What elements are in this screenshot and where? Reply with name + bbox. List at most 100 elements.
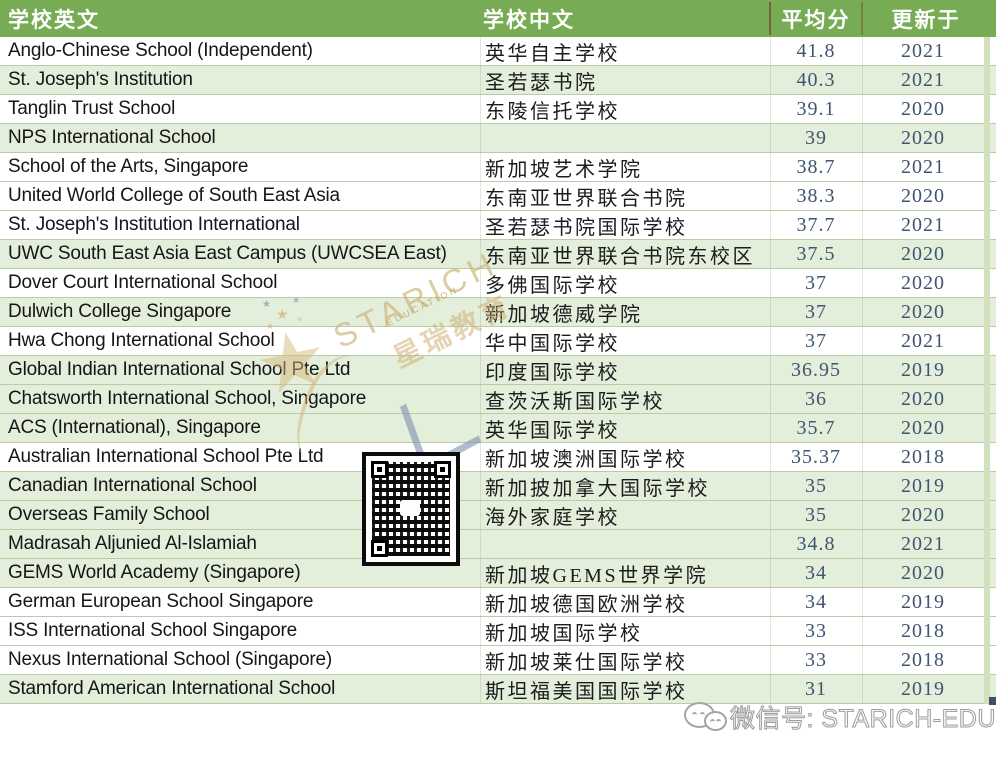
right-edge-strip (984, 587, 990, 617)
column-header-school-zh: 学校中文 (483, 7, 575, 32)
right-edge-strip (984, 500, 990, 530)
cell-updated-year: 2020 (901, 561, 945, 584)
table-row: ACS (International), Singapore 英华国际学校 35… (0, 413, 996, 443)
cell-school-zh: 新加坡莱仕国际学校 (485, 651, 688, 674)
table-row: Global Indian International School Pte L… (0, 355, 996, 385)
header-divider (769, 2, 771, 35)
cell-updated-year: 2019 (901, 474, 945, 497)
table-corner-mark (989, 697, 996, 705)
right-edge-strip (984, 616, 990, 646)
right-edge-strip (984, 181, 990, 211)
cell-avg-score: 36.95 (791, 358, 841, 381)
qr-finder-icon (371, 540, 388, 557)
cell-school-en: Hwa Chong International School (8, 330, 275, 351)
right-edge-strip (984, 326, 990, 356)
header-divider (861, 2, 863, 35)
table-row: Canadian International School 新加披加拿大国际学校… (0, 471, 996, 501)
cell-school-en: UWC South East Asia East Campus (UWCSEA … (8, 243, 447, 264)
table-row: Anglo-Chinese School (Independent) 英华自主学… (0, 36, 996, 66)
cell-avg-score: 34 (805, 561, 827, 584)
right-edge-strip (984, 413, 990, 443)
cell-avg-score: 33 (805, 619, 827, 642)
right-edge-strip (984, 94, 990, 124)
table-row: German European School Singapore 新加坡德国欧洲… (0, 587, 996, 617)
cell-avg-score: 37 (805, 271, 827, 294)
cell-avg-score: 31 (805, 677, 827, 700)
cell-school-en: GEMS World Academy (Singapore) (8, 562, 301, 583)
cell-avg-score: 39 (805, 126, 827, 149)
qr-finder-icon (434, 461, 451, 478)
cell-avg-score: 38.3 (796, 184, 836, 207)
chat-bubble-icon (704, 711, 727, 731)
column-gridline (770, 37, 771, 704)
cell-school-zh: 圣若瑟书院国际学校 (485, 216, 688, 239)
cell-school-zh: 东南亚世界联合书院东校区 (485, 245, 755, 268)
table-row: Tanglin Trust School 东陵信托学校 39.1 2020 (0, 94, 996, 124)
cell-school-en: ISS International School Singapore (8, 620, 297, 641)
cell-updated-year: 2018 (901, 619, 945, 642)
cell-avg-score: 35.7 (796, 416, 836, 439)
table-row: Dover Court International School 多佛国际学校 … (0, 268, 996, 298)
cell-school-en: St. Joseph's Institution (8, 69, 193, 90)
cell-school-zh: 东陵信托学校 (485, 100, 620, 123)
table-row: Chatsworth International School, Singapo… (0, 384, 996, 414)
cell-school-en: ACS (International), Singapore (8, 417, 261, 438)
cell-avg-score: 35.37 (791, 445, 841, 468)
cell-avg-score: 34 (805, 590, 827, 613)
cell-school-zh: 海外家庭学校 (485, 506, 620, 529)
right-edge-strip (984, 355, 990, 385)
cell-updated-year: 2019 (901, 677, 945, 700)
column-header-avg-score: 平均分 (781, 7, 851, 32)
wechat-footer: 微信号: STARICH-EDU (684, 698, 996, 736)
right-edge-strip (984, 152, 990, 182)
cell-school-zh: 印度国际学校 (485, 361, 620, 384)
table-row: GEMS World Academy (Singapore) 新加坡GEMS世界… (0, 558, 996, 588)
right-edge-strip (984, 471, 990, 501)
table-row: United World College of South East Asia … (0, 181, 996, 211)
cell-school-zh: 新加坡德威学院 (485, 303, 643, 326)
cell-school-en: Overseas Family School (8, 504, 210, 525)
cell-school-en: Madrasah Aljunied Al-Islamiah (8, 533, 257, 554)
right-edge-strip (984, 529, 990, 559)
table-body: Anglo-Chinese School (Independent) 英华自主学… (0, 36, 996, 704)
cell-avg-score: 37 (805, 300, 827, 323)
cell-updated-year: 2021 (901, 155, 945, 178)
cell-updated-year: 2021 (901, 39, 945, 62)
wechat-icon (684, 700, 730, 734)
cell-school-en: Anglo-Chinese School (Independent) (8, 40, 313, 61)
cell-avg-score: 41.8 (796, 39, 836, 62)
cell-school-zh: 新加坡澳洲国际学校 (485, 448, 688, 471)
cell-updated-year: 2020 (901, 97, 945, 120)
right-edge-strip (984, 674, 990, 704)
cell-avg-score: 37.5 (796, 242, 836, 265)
cell-updated-year: 2019 (901, 590, 945, 613)
cell-school-en: Nexus International School (Singapore) (8, 649, 333, 670)
column-gridline (862, 37, 863, 704)
cell-avg-score: 40.3 (796, 68, 836, 91)
cell-school-zh: 多佛国际学校 (485, 274, 620, 297)
cell-school-en: Chatsworth International School, Singapo… (8, 388, 367, 409)
cell-school-zh: 新加坡艺术学院 (485, 158, 643, 181)
table-row: Madrasah Aljunied Al-Islamiah 34.8 2021 (0, 529, 996, 559)
cell-school-zh: 英华自主学校 (485, 42, 620, 65)
column-header-updated: 更新于 (891, 7, 961, 32)
cell-school-zh: 圣若瑟书院 (485, 71, 598, 94)
qr-pattern (371, 461, 451, 557)
table-row: St. Joseph's Institution 圣若瑟书院 40.3 2021 (0, 65, 996, 95)
right-edge-strip (984, 123, 990, 153)
cell-updated-year: 2020 (901, 387, 945, 410)
right-edge-strip (984, 558, 990, 588)
cell-school-zh: 新加坡德国欧洲学校 (485, 593, 688, 616)
cell-avg-score: 35 (805, 503, 827, 526)
cell-school-en: Dover Court International School (8, 272, 278, 293)
table-row: UWC South East Asia East Campus (UWCSEA … (0, 239, 996, 269)
cell-updated-year: 2020 (901, 271, 945, 294)
cell-avg-score: 38.7 (796, 155, 836, 178)
table-row: ISS International School Singapore 新加坡国际… (0, 616, 996, 646)
cell-school-zh: 东南亚世界联合书院 (485, 187, 688, 210)
cell-school-en: Australian International School Pte Ltd (8, 446, 324, 467)
right-edge-strip (984, 239, 990, 269)
cell-updated-year: 2020 (901, 242, 945, 265)
qr-center-logo (400, 500, 420, 516)
